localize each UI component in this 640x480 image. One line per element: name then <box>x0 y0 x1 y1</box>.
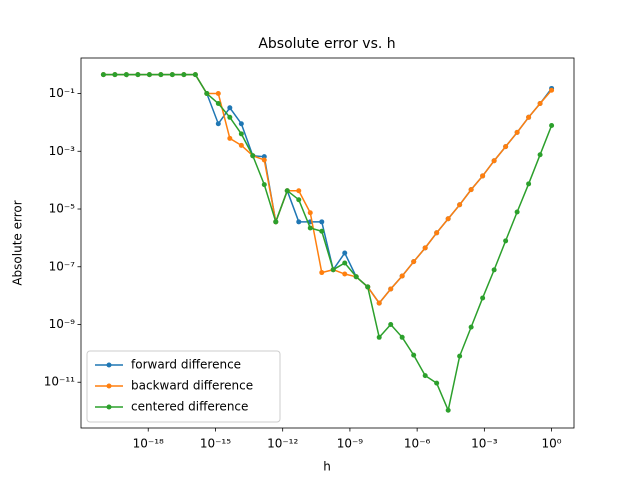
point <box>411 259 417 265</box>
legend: forward difference backward difference cen… <box>86 350 281 423</box>
point <box>261 182 267 188</box>
point <box>227 114 233 120</box>
legend-box <box>86 350 281 423</box>
point <box>537 152 543 158</box>
point <box>503 144 509 150</box>
point <box>192 72 198 78</box>
point <box>514 129 520 135</box>
point <box>342 260 348 266</box>
point <box>537 101 543 107</box>
x-tick-label: 10⁻³ <box>471 437 498 451</box>
legend-label: centered difference <box>131 400 248 414</box>
point <box>491 267 497 273</box>
point <box>261 157 267 163</box>
point <box>296 188 302 194</box>
x-tick-label: 10⁻¹⁵ <box>200 437 231 451</box>
x-tick-label: 10⁻⁶ <box>404 437 431 451</box>
point <box>526 114 532 120</box>
point <box>146 72 152 78</box>
legend-label: forward difference <box>131 358 241 372</box>
point <box>399 273 405 279</box>
point <box>319 219 325 225</box>
y-tick-label: 10⁻⁵ <box>49 202 76 216</box>
point <box>445 216 451 222</box>
point <box>365 284 371 290</box>
axes-frame <box>80 57 575 429</box>
point <box>215 121 221 127</box>
point <box>123 72 129 78</box>
point <box>491 158 497 164</box>
x-tick-label: 10⁰ <box>542 437 562 451</box>
point <box>135 72 141 78</box>
point <box>215 101 221 107</box>
point <box>100 72 106 78</box>
point <box>468 187 474 193</box>
point <box>434 230 440 236</box>
point <box>434 380 440 386</box>
legend-label: backward difference <box>131 379 253 393</box>
x-axis-label: h <box>323 460 331 474</box>
point <box>457 353 463 359</box>
legend-marker <box>106 383 112 389</box>
point <box>238 142 244 148</box>
point <box>307 210 313 216</box>
x-tick-label: 10⁻⁹ <box>337 437 364 451</box>
y-tick-label: 10⁻³ <box>49 144 76 158</box>
point <box>250 153 256 159</box>
point <box>376 300 382 306</box>
point <box>330 267 336 273</box>
point <box>158 72 164 78</box>
x-tick-label: 10⁻¹⁸ <box>133 437 164 451</box>
point <box>353 274 359 280</box>
point <box>514 209 520 215</box>
point <box>342 250 348 256</box>
point <box>457 202 463 208</box>
point <box>342 271 348 277</box>
point <box>422 373 428 379</box>
point <box>411 352 417 358</box>
y-axis-label: Absolute error <box>11 200 25 285</box>
point <box>284 188 290 194</box>
point <box>169 72 175 78</box>
point <box>503 238 509 244</box>
point <box>181 72 187 78</box>
x-tick-label: 10⁻¹² <box>267 437 298 451</box>
point <box>526 181 532 187</box>
point <box>388 321 394 327</box>
point <box>227 105 233 111</box>
point <box>445 407 451 413</box>
point <box>319 228 325 234</box>
point <box>238 131 244 137</box>
plot-area <box>100 72 555 413</box>
point <box>480 295 486 301</box>
point <box>376 334 382 340</box>
point <box>480 173 486 179</box>
point <box>549 123 555 129</box>
chart-title: Absolute error vs. h <box>258 36 395 52</box>
point <box>204 91 210 97</box>
point <box>422 245 428 251</box>
point <box>388 286 394 292</box>
y-tick-label: 10⁻⁷ <box>49 259 76 273</box>
legend-marker <box>106 404 112 410</box>
point <box>296 197 302 203</box>
point <box>227 135 233 141</box>
point <box>296 219 302 225</box>
point <box>112 72 118 78</box>
point <box>319 270 325 276</box>
point <box>549 87 555 93</box>
point <box>273 219 279 225</box>
point <box>238 121 244 127</box>
point <box>307 225 313 231</box>
point <box>399 334 405 340</box>
y-tick-label: 10⁻⁹ <box>49 317 76 331</box>
legend-marker <box>106 362 112 368</box>
y-tick-label: 10⁻¹¹ <box>44 375 75 389</box>
point <box>468 324 474 330</box>
y-tick-label: 10⁻¹ <box>49 86 76 100</box>
point <box>215 91 221 97</box>
series-line <box>103 73 553 413</box>
